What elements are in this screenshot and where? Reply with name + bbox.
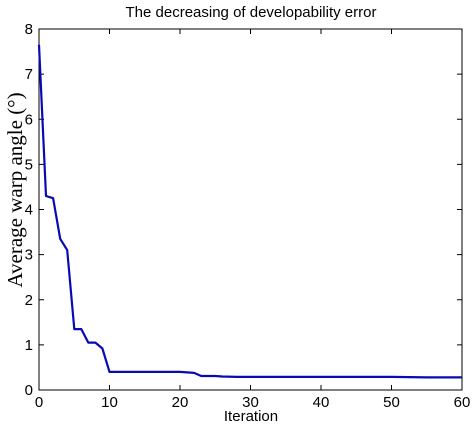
x-tick-label: 0 bbox=[35, 394, 43, 411]
x-tick-label: 30 bbox=[242, 394, 259, 411]
y-tick-label: 3 bbox=[25, 247, 33, 264]
y-tick-label: 6 bbox=[25, 111, 33, 128]
x-tick-label: 60 bbox=[454, 394, 471, 411]
y-tick-label: 8 bbox=[25, 21, 33, 38]
y-tick-label: 0 bbox=[25, 382, 33, 399]
series-layer bbox=[37, 44, 462, 379]
y-tick-label: 2 bbox=[25, 292, 33, 309]
y-tick-label: 7 bbox=[25, 66, 33, 83]
series-line bbox=[37, 44, 462, 379]
x-tick-label: 40 bbox=[313, 394, 330, 411]
y-tick-label: 5 bbox=[25, 156, 33, 173]
x-tick-label: 20 bbox=[172, 394, 189, 411]
x-axis-label: Iteration bbox=[224, 408, 278, 425]
y-tick-label: 1 bbox=[25, 337, 33, 354]
chart-title: The decreasing of developability error bbox=[126, 4, 377, 21]
x-tick-label: 50 bbox=[383, 394, 400, 411]
plot-area-frame bbox=[38, 28, 463, 391]
x-tick-label: 10 bbox=[101, 394, 118, 411]
y-axis-label: Average warp angle (°) bbox=[3, 92, 27, 287]
axis-ticks: 0 10 20 30 40 50 60 0 1 2 3 4 5 6 7 8 bbox=[25, 21, 471, 411]
y-tick-label: 4 bbox=[25, 202, 33, 219]
